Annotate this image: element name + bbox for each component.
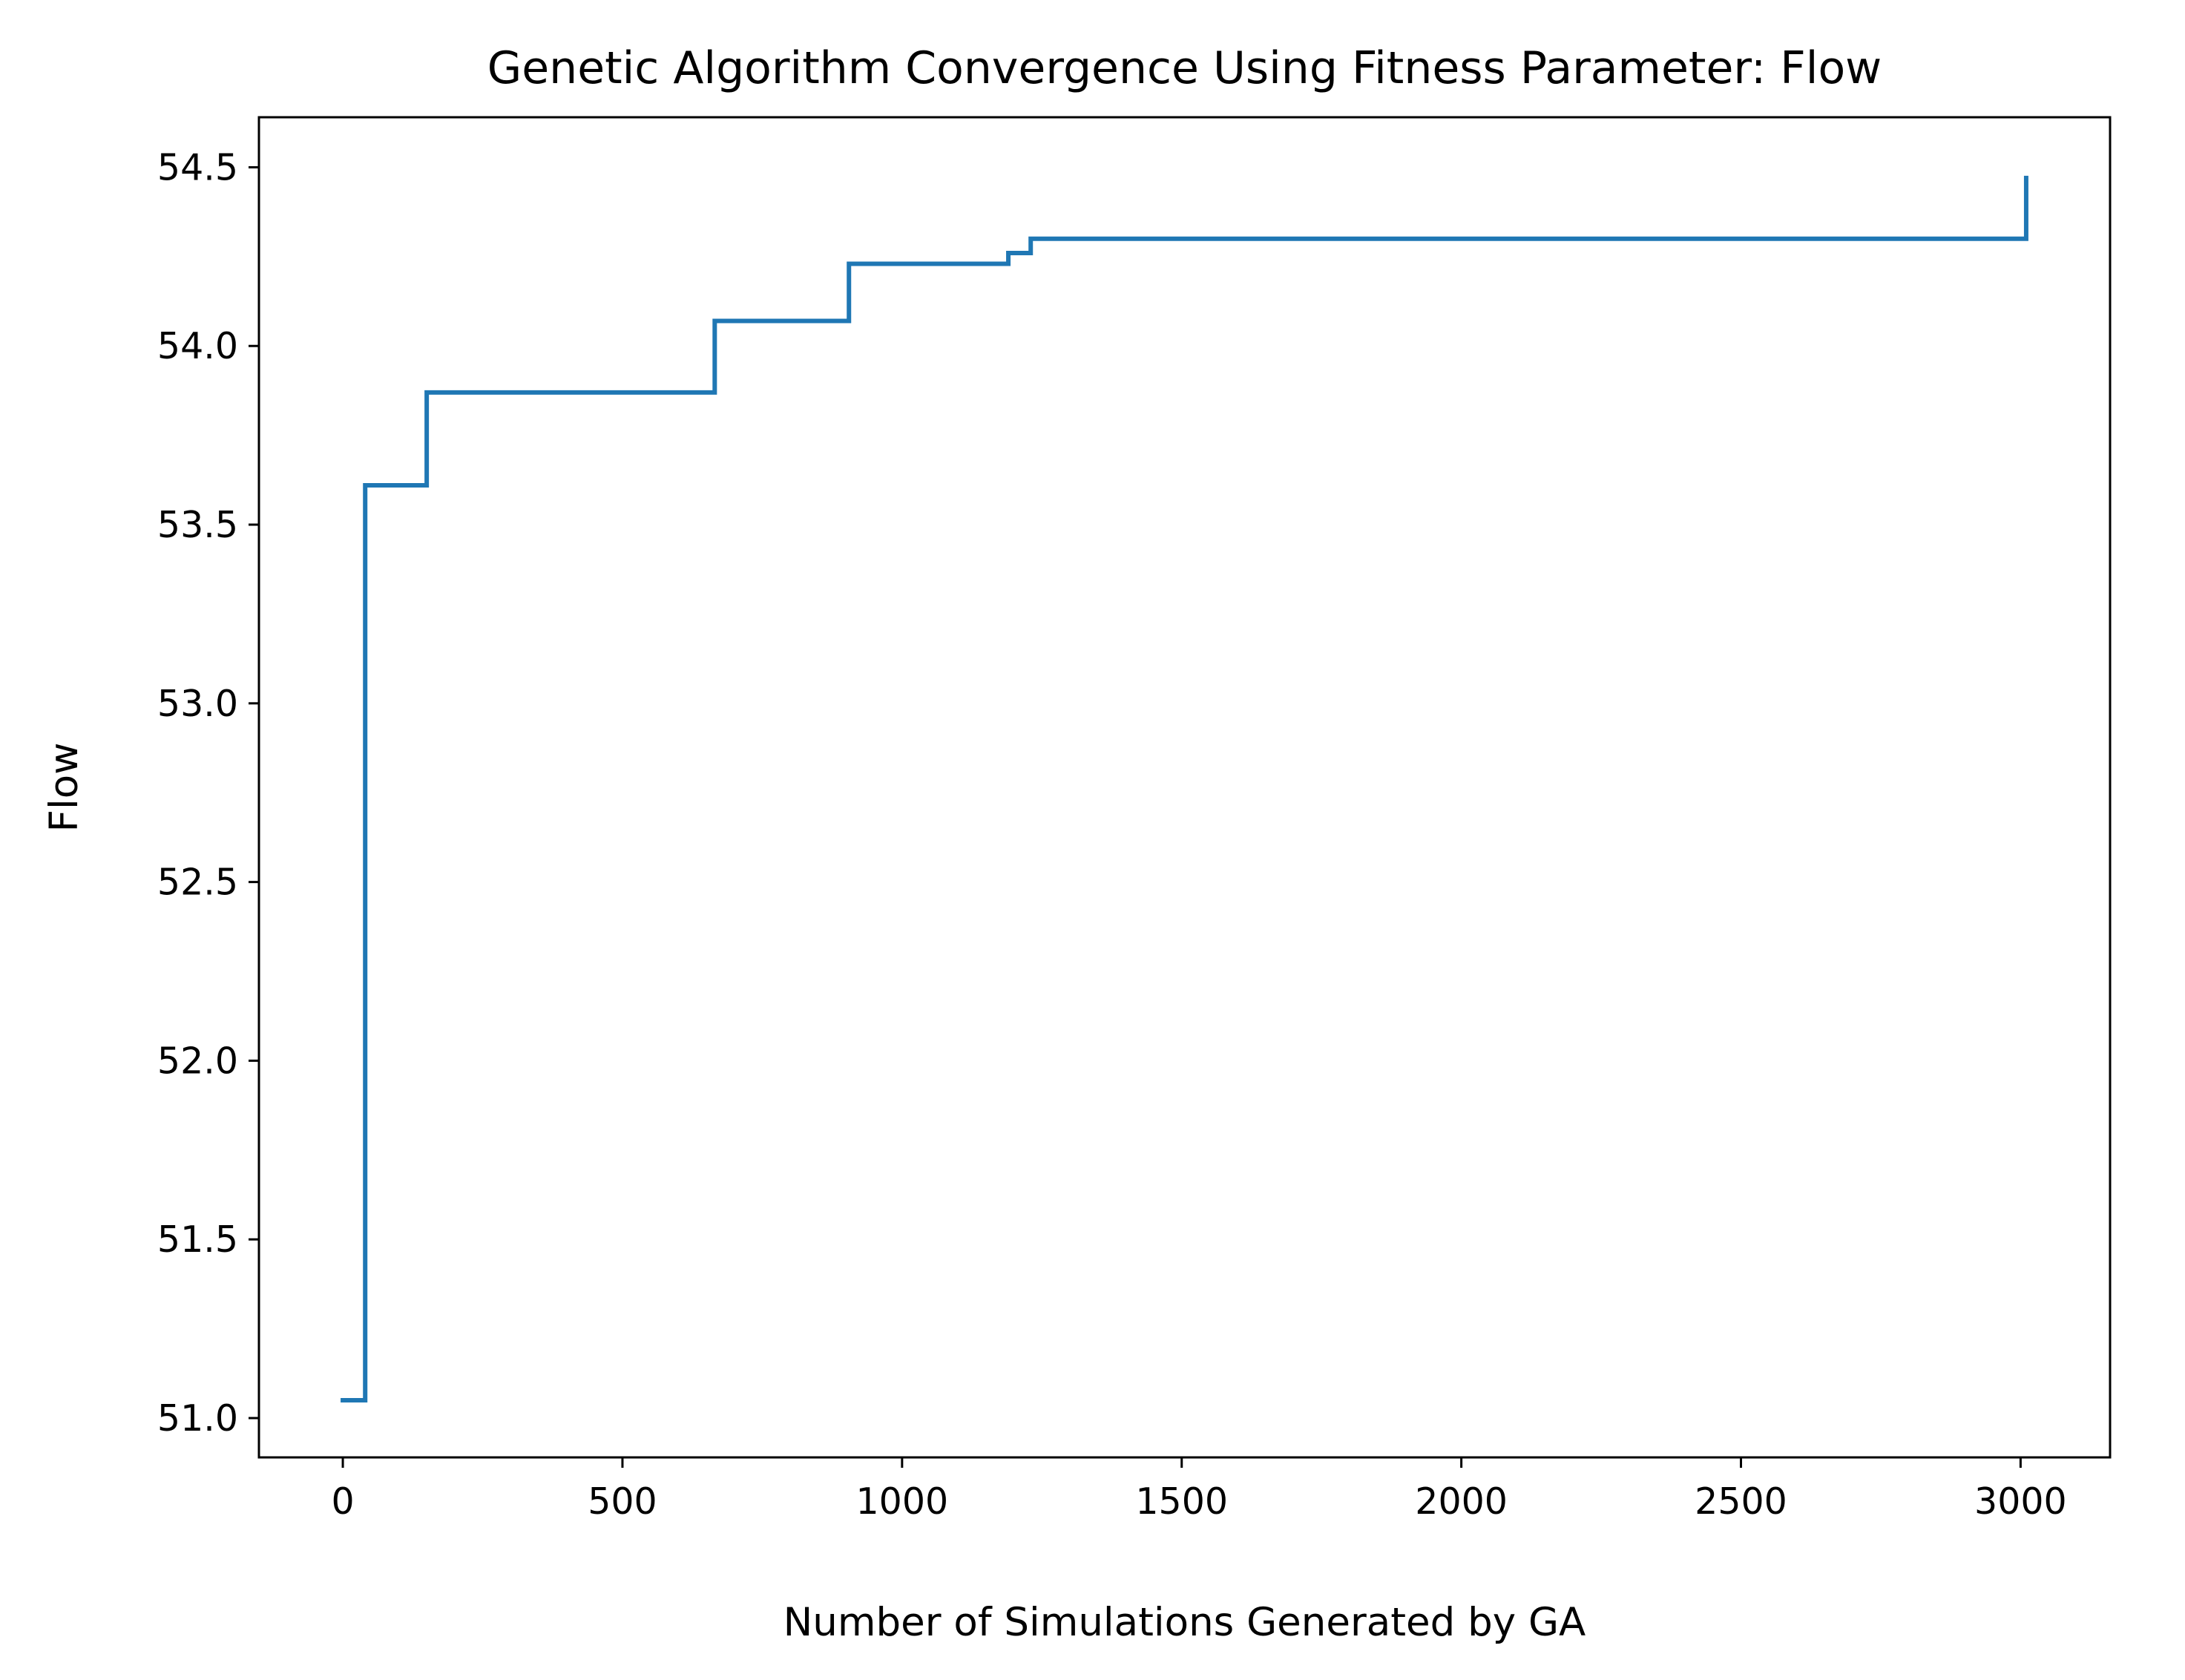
x-tick-label: 2500: [1695, 1480, 1787, 1523]
y-tick-label: 54.0: [157, 325, 238, 367]
y-tick-label: 53.0: [157, 683, 238, 725]
y-tick-label: 52.0: [157, 1040, 238, 1082]
x-tick-label: 2000: [1415, 1480, 1508, 1523]
y-tick-label: 53.5: [157, 504, 238, 546]
x-tick-label: 1000: [855, 1480, 948, 1523]
y-tick-label: 51.5: [157, 1218, 238, 1261]
y-axis: 51.0 51.5 52.0 52.5 53.0 53.5 54.0 54.5: [157, 146, 259, 1440]
y-tick-label: 52.5: [157, 862, 238, 904]
x-axis-title: Number of Simulations Generated by GA: [783, 1600, 1586, 1645]
series-line: [341, 175, 2028, 1402]
chart-title: Genetic Algorithm Convergence Using Fitn…: [487, 42, 1882, 94]
y-tick-label: 51.0: [157, 1397, 238, 1440]
series-layer: [341, 175, 2028, 1402]
x-tick-label: 0: [331, 1480, 354, 1523]
x-tick-label: 1500: [1135, 1480, 1228, 1523]
x-tick-label: 3000: [1974, 1480, 2067, 1523]
y-axis-title: Flow: [42, 743, 87, 833]
y-tick-label: 54.5: [157, 146, 238, 188]
x-tick-label: 500: [588, 1480, 657, 1523]
x-axis: 0 500 1000 1500 2000 2500 3000: [331, 1457, 2067, 1523]
plot-frame: [257, 116, 2112, 1459]
